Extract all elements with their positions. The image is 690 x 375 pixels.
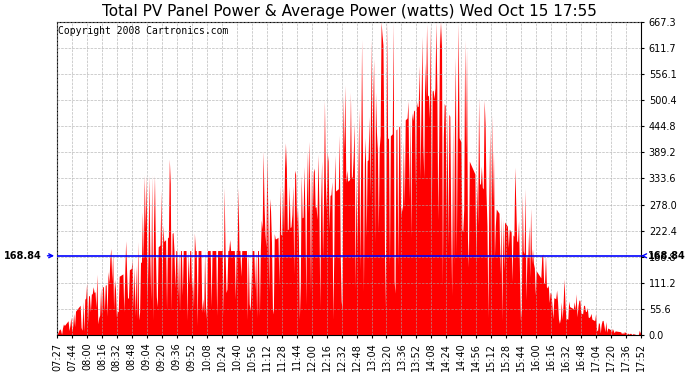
Text: 168.84: 168.84 [642,251,686,261]
Title: Total PV Panel Power & Average Power (watts) Wed Oct 15 17:55: Total PV Panel Power & Average Power (wa… [101,4,596,19]
Text: 168.84: 168.84 [4,251,52,261]
Text: Copyright 2008 Cartronics.com: Copyright 2008 Cartronics.com [58,26,228,36]
